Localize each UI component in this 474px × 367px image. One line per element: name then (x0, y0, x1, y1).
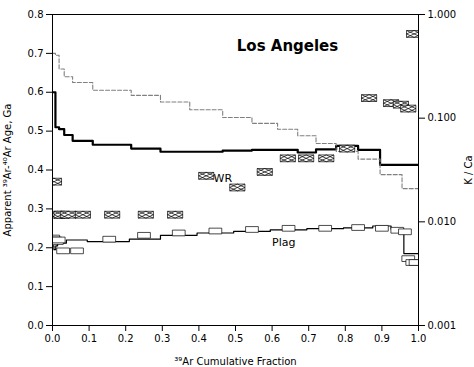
svg-text:0.0: 0.0 (28, 320, 44, 331)
svg-text:0.100: 0.100 (428, 112, 457, 123)
svg-text:0.8: 0.8 (28, 9, 44, 20)
svg-text:0.3: 0.3 (154, 333, 170, 344)
svg-text:0.7: 0.7 (28, 48, 44, 59)
svg-text:Los Angeles: Los Angeles (237, 37, 339, 55)
svg-text:0.8: 0.8 (337, 333, 353, 344)
svg-text:0.5: 0.5 (228, 333, 244, 344)
svg-text:Plag: Plag (272, 236, 295, 249)
svg-text:0.010: 0.010 (428, 216, 457, 227)
svg-text:0.0: 0.0 (45, 333, 61, 344)
svg-text:³⁹Ar Cumulative Fraction: ³⁹Ar Cumulative Fraction (174, 356, 296, 367)
svg-text:0.2: 0.2 (118, 333, 134, 344)
svg-text:0.6: 0.6 (28, 86, 44, 97)
svg-text:0.9: 0.9 (374, 333, 390, 344)
svg-text:0.5: 0.5 (28, 125, 44, 136)
svg-text:0.1: 0.1 (28, 281, 44, 292)
svg-text:0.3: 0.3 (28, 203, 44, 214)
svg-text:WR: WR (214, 172, 233, 185)
svg-text:1.000: 1.000 (428, 9, 457, 20)
svg-text:0.1: 0.1 (81, 333, 97, 344)
svg-text:0.2: 0.2 (28, 242, 44, 253)
svg-text:K / Ca: K / Ca (463, 155, 474, 184)
svg-text:0.001: 0.001 (428, 320, 457, 331)
svg-text:0.4: 0.4 (191, 333, 207, 344)
svg-text:1.0: 1.0 (411, 333, 427, 344)
svg-text:0.6: 0.6 (264, 333, 280, 344)
svg-text:0.4: 0.4 (28, 164, 44, 175)
svg-text:0.7: 0.7 (301, 333, 317, 344)
svg-text:Apparent ³⁹Ar-⁴⁰Ar Age, Ga: Apparent ³⁹Ar-⁴⁰Ar Age, Ga (2, 104, 13, 237)
